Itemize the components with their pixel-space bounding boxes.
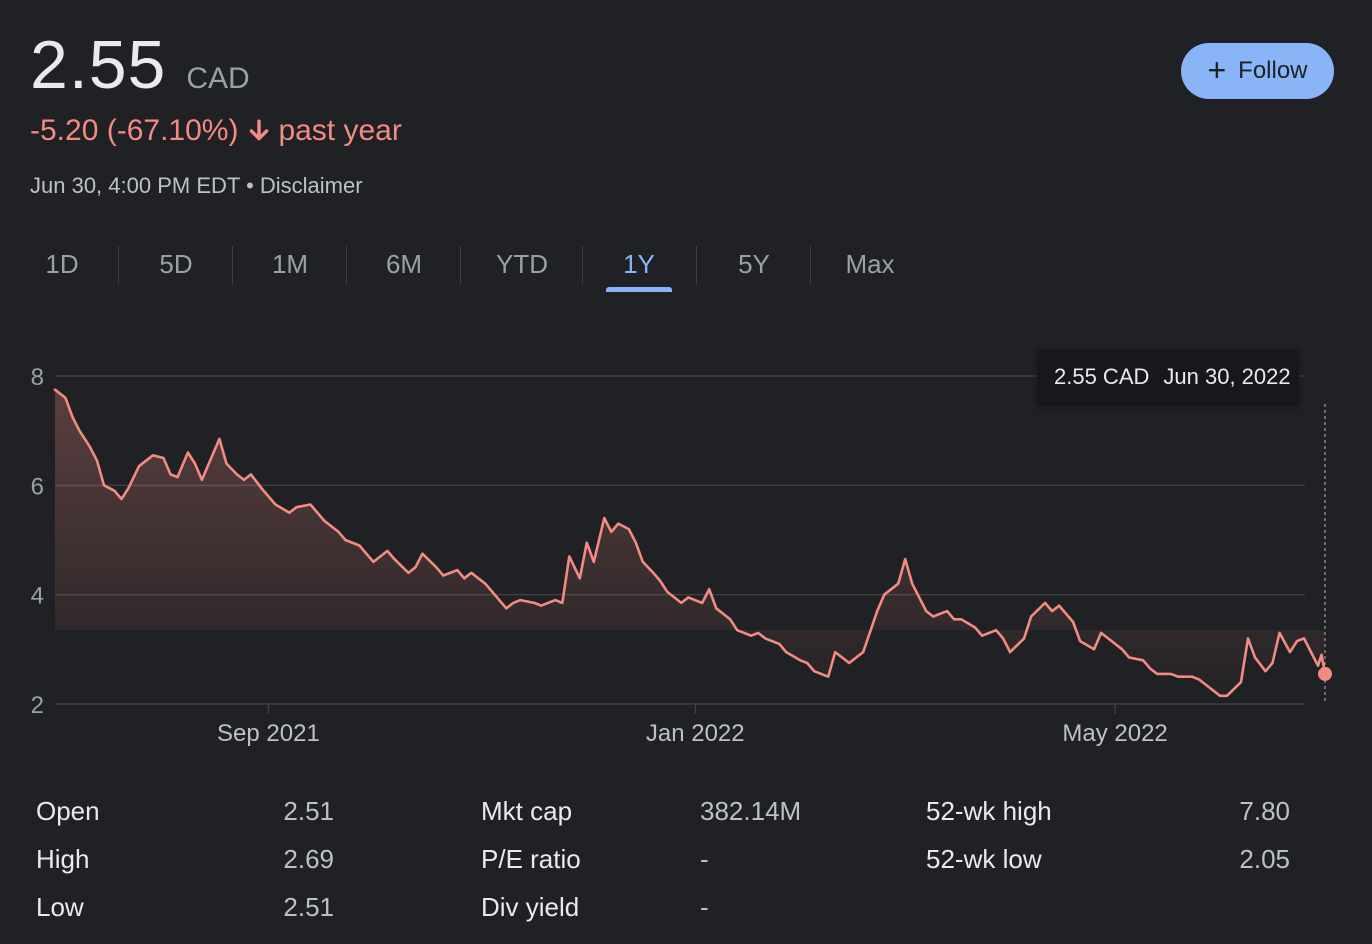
tab-1y[interactable]: 1Y: [606, 236, 672, 292]
tab-ytd[interactable]: YTD: [470, 236, 574, 292]
follow-label: Follow: [1238, 57, 1308, 84]
plus-icon: +: [1207, 51, 1227, 88]
tab-5d[interactable]: 5D: [128, 236, 224, 292]
price-change: -5.20 (-67.10%): [30, 114, 239, 147]
tab-divider: [696, 246, 697, 284]
stat-label-low: Low: [36, 892, 84, 922]
tab-label: 1D: [45, 248, 79, 279]
tab-label: 5D: [159, 248, 193, 279]
tab-divider: [810, 246, 811, 284]
price-chart[interactable]: 8 6 4 2 Sep 2021 Jan 2022 May 2022: [0, 330, 1372, 760]
tab-divider: [346, 246, 347, 284]
currency-label: CAD: [186, 62, 250, 95]
y-tick-label: 6: [31, 473, 44, 500]
meta-separator: •: [246, 173, 254, 198]
stat-value-pe-ratio: -: [700, 844, 709, 874]
disclaimer-link[interactable]: Disclaimer: [259, 173, 363, 198]
tab-label: YTD: [496, 248, 548, 279]
y-tick-label: 8: [31, 364, 44, 391]
tab-max[interactable]: Max: [820, 236, 920, 292]
stat-value-high: 2.69: [283, 844, 334, 874]
tab-divider: [460, 246, 461, 284]
price-area-fill: [55, 389, 1325, 696]
stat-label-mkt-cap: Mkt cap: [481, 796, 573, 826]
stat-value-mkt-cap: 382.14M: [700, 796, 802, 826]
stat-value-52wk-high: 7.80: [1239, 796, 1290, 826]
tab-divider: [582, 246, 583, 284]
follow-button[interactable]: + Follow: [1181, 43, 1334, 99]
stat-label-div-yield: Div yield: [481, 892, 580, 922]
stat-label-high: High: [36, 844, 90, 874]
x-tick-label: May 2022: [1062, 720, 1167, 747]
stat-value-52wk-low: 2.05: [1239, 844, 1290, 874]
x-tick-label: Jan 2022: [646, 720, 745, 747]
tab-divider: [232, 246, 233, 284]
quote-meta: Jun 30, 4:00 PM EDT • Disclaimer: [30, 173, 363, 199]
y-tick-label: 2: [31, 692, 44, 719]
active-tab-indicator: [606, 287, 672, 292]
last-price-point: [1318, 666, 1332, 681]
quote-timestamp: Jun 30, 4:00 PM EDT: [30, 173, 240, 198]
tab-1m[interactable]: 1M: [242, 236, 338, 292]
price-header: 2.55 CAD: [30, 26, 250, 104]
tooltip-date: Jun 30, 2022: [1163, 364, 1291, 389]
tab-1d[interactable]: 1D: [14, 236, 110, 292]
tab-divider: [118, 246, 119, 284]
current-price: 2.55: [30, 27, 167, 103]
stat-label-pe-ratio: P/E ratio: [481, 844, 581, 874]
stat-value-open: 2.51: [283, 796, 334, 826]
stat-value-low: 2.51: [283, 892, 334, 922]
arrow-down-icon: [250, 119, 269, 141]
tab-label: Max: [845, 248, 895, 279]
tab-label: 5Y: [738, 248, 770, 279]
tab-5y[interactable]: 5Y: [706, 236, 802, 292]
tooltip-price: 2.55 CAD: [1054, 364, 1150, 389]
tab-label: 1M: [271, 248, 309, 279]
stat-label-52wk-high: 52-wk high: [926, 796, 1052, 826]
tab-label: 1Y: [623, 248, 655, 279]
change-period: past year: [278, 114, 402, 147]
chart-tooltip: 2.55 CAD Jun 30, 2022: [1038, 350, 1298, 404]
tab-label: 6M: [385, 248, 423, 279]
stat-label-open: Open: [36, 796, 100, 826]
tab-6m[interactable]: 6M: [356, 236, 452, 292]
y-tick-label: 4: [31, 583, 44, 610]
price-change-row: -5.20 (-67.10%) past year: [30, 114, 402, 148]
x-tick-label: Sep 2021: [217, 720, 320, 747]
price-line: [53, 388, 1327, 698]
stat-value-div-yield: -: [700, 892, 709, 922]
stat-label-52wk-low: 52-wk low: [926, 844, 1042, 874]
